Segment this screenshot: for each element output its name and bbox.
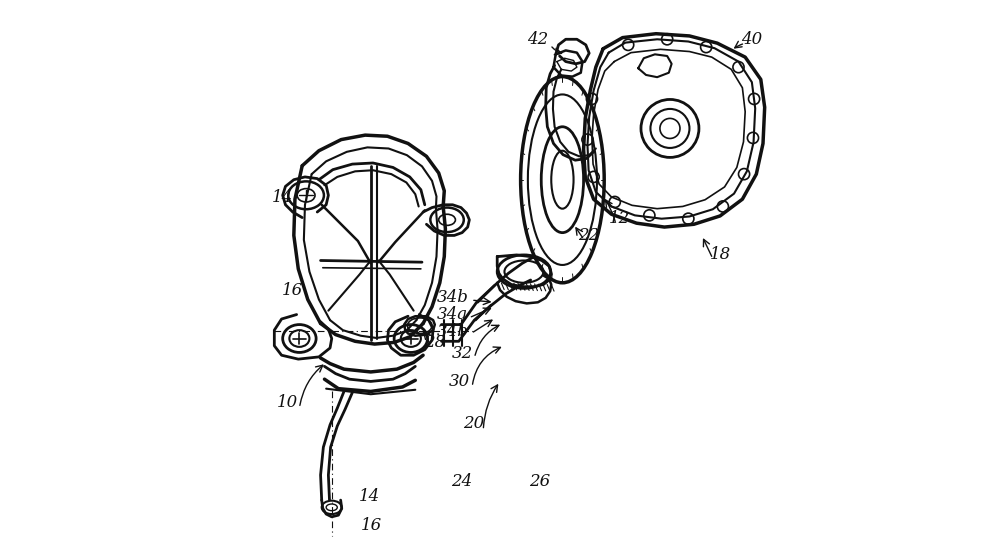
Text: 32: 32 [451, 345, 473, 362]
Text: 24: 24 [451, 473, 473, 490]
Text: 28: 28 [424, 334, 445, 351]
Text: 30: 30 [449, 373, 471, 390]
Text: 26: 26 [529, 473, 551, 490]
Text: 34b: 34b [437, 323, 469, 340]
Text: 14: 14 [272, 189, 293, 206]
Text: 16: 16 [282, 282, 303, 298]
Text: 12: 12 [609, 210, 630, 227]
Text: 16: 16 [361, 517, 382, 534]
Text: 34b: 34b [437, 290, 469, 306]
Text: 18: 18 [709, 246, 731, 263]
Text: 40: 40 [741, 31, 762, 48]
Text: 14: 14 [358, 488, 380, 505]
Text: 42: 42 [527, 31, 549, 48]
Text: 22: 22 [579, 227, 600, 244]
Text: 34a: 34a [437, 306, 468, 323]
Text: 20: 20 [463, 416, 484, 432]
Text: 10: 10 [277, 394, 298, 411]
